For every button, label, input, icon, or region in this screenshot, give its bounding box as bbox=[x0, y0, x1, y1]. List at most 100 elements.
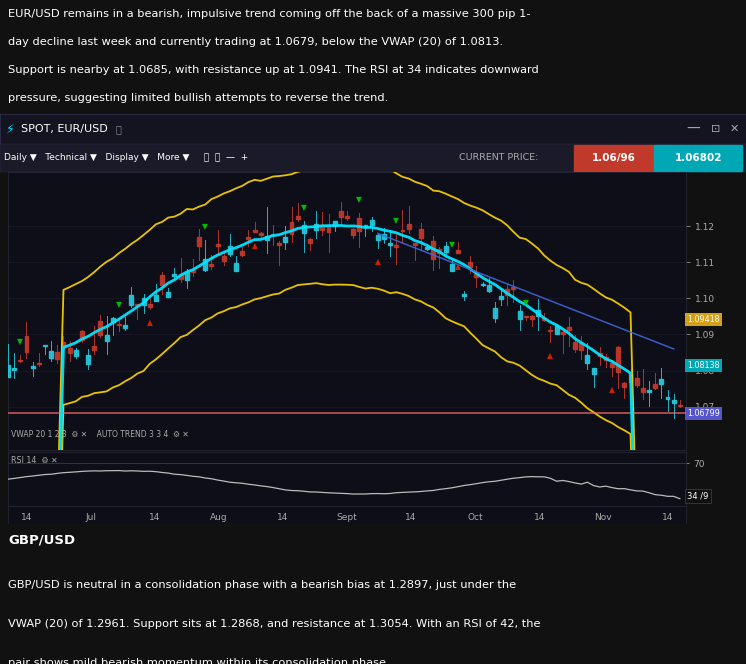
Bar bbox=[172, 274, 176, 276]
Bar bbox=[234, 263, 238, 272]
Bar bbox=[55, 352, 59, 359]
Text: 14: 14 bbox=[149, 513, 160, 521]
Text: 🔍: 🔍 bbox=[116, 124, 122, 134]
Text: pair shows mild bearish momentum within its consolidation phase.: pair shows mild bearish momentum within … bbox=[8, 659, 389, 664]
Bar bbox=[61, 343, 66, 347]
Text: 1.08138: 1.08138 bbox=[687, 361, 720, 370]
Text: 34 /9: 34 /9 bbox=[687, 492, 709, 501]
Bar bbox=[136, 304, 140, 305]
Bar bbox=[222, 256, 226, 261]
Bar bbox=[148, 304, 151, 307]
Bar bbox=[191, 270, 195, 272]
Bar bbox=[43, 345, 47, 346]
Text: SPOT, EUR/USD: SPOT, EUR/USD bbox=[21, 124, 107, 134]
Text: Daily ▼   Technical ▼   Display ▼   More ▼     🗂  💾  —  +: Daily ▼ Technical ▼ Display ▼ More ▼ 🗂 💾… bbox=[4, 153, 248, 163]
Bar bbox=[388, 243, 392, 244]
Bar bbox=[265, 236, 269, 240]
Text: RSI 14  ⚙ ✕: RSI 14 ⚙ ✕ bbox=[11, 456, 58, 465]
Bar bbox=[622, 383, 627, 387]
Bar bbox=[49, 351, 53, 359]
Text: 1.06799: 1.06799 bbox=[687, 410, 720, 418]
Bar bbox=[480, 284, 485, 285]
Bar bbox=[487, 285, 491, 291]
Bar bbox=[450, 264, 454, 271]
Text: pressure, suggesting limited bullish attempts to reverse the trend.: pressure, suggesting limited bullish att… bbox=[8, 93, 388, 103]
Bar bbox=[345, 216, 349, 218]
Bar bbox=[561, 331, 565, 334]
Bar bbox=[474, 274, 478, 278]
Bar bbox=[530, 316, 534, 319]
Bar bbox=[210, 264, 213, 266]
Text: GBP/USD: GBP/USD bbox=[8, 534, 75, 546]
Bar bbox=[610, 363, 614, 367]
Bar bbox=[283, 237, 287, 242]
Bar bbox=[659, 378, 663, 384]
Bar bbox=[598, 353, 602, 356]
Bar bbox=[678, 405, 682, 406]
Text: Support is nearby at 1.0685, with resistance up at 1.0941. The RSI at 34 indicat: Support is nearby at 1.0685, with resist… bbox=[8, 65, 539, 75]
Bar bbox=[512, 287, 515, 289]
Bar bbox=[444, 246, 448, 252]
Bar bbox=[12, 369, 16, 370]
Bar bbox=[654, 145, 742, 171]
Bar bbox=[295, 216, 300, 219]
Bar bbox=[505, 289, 510, 295]
Bar bbox=[19, 360, 22, 361]
Bar bbox=[104, 335, 109, 341]
Text: 1.09418: 1.09418 bbox=[687, 315, 720, 324]
Text: ▼: ▼ bbox=[393, 216, 399, 224]
Text: CURRENT PRICE:: CURRENT PRICE: bbox=[459, 153, 538, 163]
Bar bbox=[320, 225, 325, 230]
Bar bbox=[437, 249, 442, 253]
Bar bbox=[592, 368, 595, 374]
Bar bbox=[413, 244, 417, 245]
Bar bbox=[302, 225, 306, 232]
Text: ▼: ▼ bbox=[449, 240, 455, 250]
Bar bbox=[25, 336, 28, 352]
Bar bbox=[370, 220, 374, 225]
Bar bbox=[37, 363, 41, 365]
Bar bbox=[6, 365, 10, 377]
Bar bbox=[407, 224, 410, 229]
Text: VWAP 20 1 2 3  ⚙ ✕    AUTO TREND 3 3 4  ⚙ ✕: VWAP 20 1 2 3 ⚙ ✕ AUTO TREND 3 3 4 ⚙ ✕ bbox=[11, 430, 189, 439]
Bar bbox=[246, 237, 251, 238]
Bar bbox=[524, 316, 527, 317]
Bar bbox=[271, 234, 275, 236]
Bar bbox=[425, 247, 429, 248]
Bar bbox=[278, 243, 281, 245]
Text: ▼: ▼ bbox=[202, 222, 208, 231]
Bar bbox=[542, 318, 546, 319]
Bar bbox=[185, 272, 189, 280]
Bar bbox=[142, 298, 145, 305]
Bar bbox=[641, 388, 645, 392]
Text: 14: 14 bbox=[405, 513, 417, 521]
Bar bbox=[216, 244, 219, 246]
Text: ▼: ▼ bbox=[17, 337, 23, 346]
Bar bbox=[586, 355, 589, 363]
Bar bbox=[635, 378, 639, 384]
Bar bbox=[536, 310, 540, 316]
Text: Sept: Sept bbox=[336, 513, 357, 521]
Bar bbox=[160, 275, 164, 285]
Text: ▼: ▼ bbox=[116, 300, 122, 309]
Bar bbox=[671, 400, 676, 403]
Bar bbox=[665, 397, 669, 399]
Text: 1.06802: 1.06802 bbox=[674, 153, 722, 163]
Bar bbox=[253, 230, 257, 232]
Bar bbox=[68, 348, 72, 353]
Bar bbox=[573, 342, 577, 349]
Bar bbox=[314, 224, 318, 230]
Text: Aug: Aug bbox=[210, 513, 228, 521]
Bar bbox=[554, 326, 559, 333]
Bar bbox=[351, 229, 355, 235]
Bar bbox=[548, 330, 552, 331]
Text: 14: 14 bbox=[21, 513, 32, 521]
Bar bbox=[197, 238, 201, 246]
Bar bbox=[123, 325, 127, 328]
Text: 14: 14 bbox=[662, 513, 673, 521]
Text: 14: 14 bbox=[533, 513, 545, 521]
Bar bbox=[308, 239, 312, 243]
Bar bbox=[574, 145, 653, 171]
Bar bbox=[518, 311, 521, 319]
Text: ▲: ▲ bbox=[375, 258, 380, 266]
